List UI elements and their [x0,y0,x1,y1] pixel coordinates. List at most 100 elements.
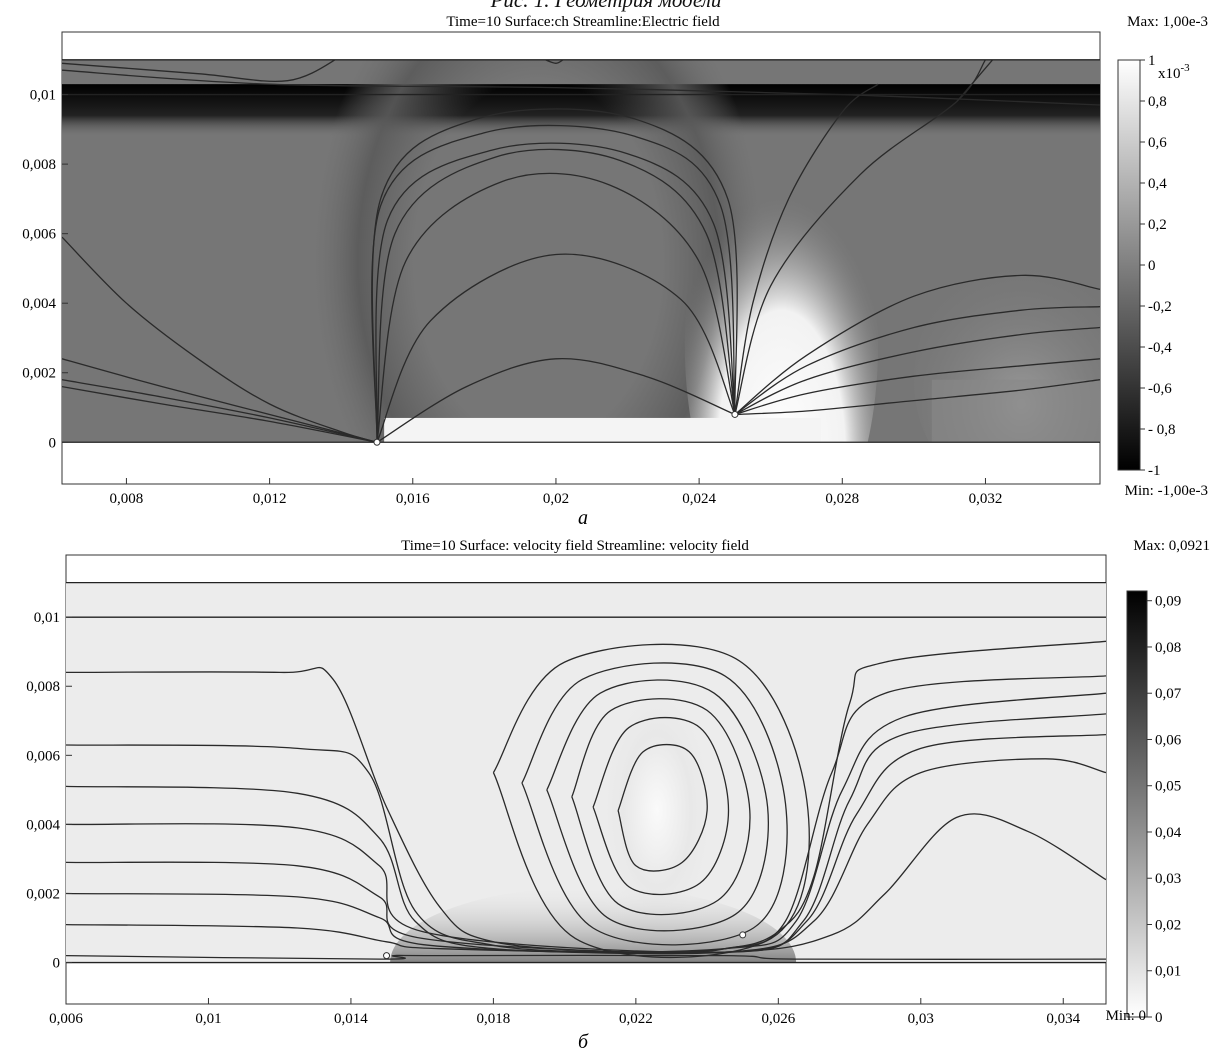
streamline [62,385,378,443]
streamline [376,357,736,443]
colorbar-tick-label: 0,09 [1155,594,1181,610]
panel-b-colorbar-min: Min: 0 [1106,1008,1146,1024]
x-tick-label: 0,032 [969,491,1003,507]
panel-a-surface-dark-ring [312,59,764,443]
streamline [66,813,1106,954]
panel-a-electric-field: Time=10 Surface:ch Streamline:Electric f… [22,14,1208,529]
panel-b-colorbar-ticks: 0,09 0,08 0,07 0,06 0,05 0,04 0,03 0,02 0,01 0 [1147,594,1182,1026]
streamline [62,379,378,443]
panel-a-surface [62,59,1100,443]
panel-b-label: б [578,1031,589,1053]
colorbar-tick-label: 0,6 [1148,135,1167,151]
panel-a-colorbar [1117,59,1141,471]
colorbar-tick-label: 0,4 [1148,176,1167,192]
colorbar-tick-label: 0,07 [1155,686,1182,702]
streamline [492,643,810,959]
panel-a-surface-right-light [931,379,1100,443]
panel-a-colorbar-max: Max: 1,00e-3 [1127,14,1208,30]
streamline [66,954,1106,961]
y-tick-label: 0,002 [22,366,56,382]
streamline [734,306,1100,416]
panel-b-boundary-lines [66,581,1106,964]
colorbar-tick-label: 0,06 [1155,732,1182,748]
colorbar-tick-label: 0,8 [1148,94,1167,110]
panel-a-streamlines [62,59,1100,443]
electrode-point [731,410,739,418]
panel-b-colorbar-max: Max: 0,0921 [1133,538,1210,554]
y-tick-label: 0,004 [22,296,56,312]
streamline [956,59,994,102]
electrode-point [373,438,381,446]
x-tick-label: 0,016 [396,491,430,507]
colorbar-tick-label: 1 [1148,53,1156,69]
panel-b-velocity-field: Time=10 Surface: velocity field Streamli… [26,538,1210,1053]
panel-a-colorbar-min: Min: -1,00e-3 [1125,483,1208,499]
x-tick-label: 0,018 [477,1011,511,1027]
colorbar-tick-label: 0 [1155,1010,1163,1026]
x-tick-label: 0,012 [253,491,287,507]
x-tick-label: 0,024 [682,491,716,507]
streamline [592,717,730,896]
x-tick-label: 0,02 [543,491,569,507]
panel-a-y-axis: 0 0,002 0,004 0,006 0,008 0,01 [22,88,68,451]
x-tick-label: 0,008 [110,491,144,507]
y-tick-label: 0,01 [30,88,56,104]
panel-a-surface-white-region [684,129,879,443]
streamline [376,148,736,443]
panel-b-x-axis: 0,006 0,01 0,014 0,018 0,022 0,026 0,03 0,034 [49,998,1081,1027]
panel-a-title: Time=10 Surface:ch Streamline:Electric f… [446,14,720,30]
streamline [376,172,736,443]
colorbar-tick-label: 0,08 [1155,640,1181,656]
y-tick-label: 0 [49,435,57,451]
colorbar-tick-label: 0,04 [1155,825,1182,841]
streamline [375,142,736,443]
panel-b-colorbar [1126,590,1148,1018]
panel-b-surface [66,582,1106,963]
streamline [371,108,738,443]
streamline [734,274,1100,415]
colorbar-tick-label: 0,05 [1155,779,1181,795]
panel-a-surface-bottom-white [384,417,821,443]
colorbar-tick-label: - 0,8 [1148,422,1176,438]
streamline [62,358,378,443]
streamline [546,679,769,932]
panel-a-boundary-lines [62,59,1100,443]
x-tick-label: 0,01 [195,1011,221,1027]
y-tick-label: 0,008 [22,157,56,173]
streamline [734,83,879,415]
colorbar-tick-label: 0,2 [1148,217,1167,233]
x-tick-label: 0,014 [334,1011,368,1027]
panel-a-x-axis: 0,008 0,012 0,016 0,02 0,024 0,028 0,032 [110,478,1003,507]
streamline [544,59,564,64]
panel-b-surface-vortex-core [589,658,725,963]
panel-a-label: а [578,507,588,529]
x-tick-label: 0,034 [1046,1011,1080,1027]
x-tick-label: 0,006 [49,1011,83,1027]
colorbar-tick-label: 0,02 [1155,917,1181,933]
panel-a-colorbar-ticks: 1 0,8 0,6 0,4 0,2 0 -0,2 -0,4 -0,6 - 0,8 -1 [1140,53,1176,479]
streamline [734,326,1100,416]
streamline [734,358,1100,416]
y-tick-label: 0,002 [26,886,60,902]
colorbar-tick-label: 0,03 [1155,871,1181,887]
y-tick-label: 0,008 [26,679,60,695]
y-tick-label: 0,01 [34,610,60,626]
panel-a-colorbar-exponent: x10-3 [1158,62,1190,82]
colorbar-tick-label: -1 [1148,463,1161,479]
colorbar-tick-label: -0,4 [1148,340,1172,356]
x-tick-label: 0,022 [619,1011,653,1027]
streamline [62,59,337,83]
colorbar-tick-label: 0 [1148,258,1156,274]
streamline [521,662,788,946]
streamline [62,236,378,443]
panel-b-electrodes [383,931,747,960]
streamline [62,69,1100,106]
x-tick-label: 0,028 [825,491,859,507]
panel-b-y-axis: 0 0,002 0,004 0,006 0,008 0,01 [26,610,72,972]
y-tick-label: 0,006 [26,748,60,764]
panel-b-streamlines [66,640,1106,961]
panel-a-electrodes [373,410,739,446]
electrode-point [739,931,747,939]
x-tick-label: 0,026 [761,1011,795,1027]
